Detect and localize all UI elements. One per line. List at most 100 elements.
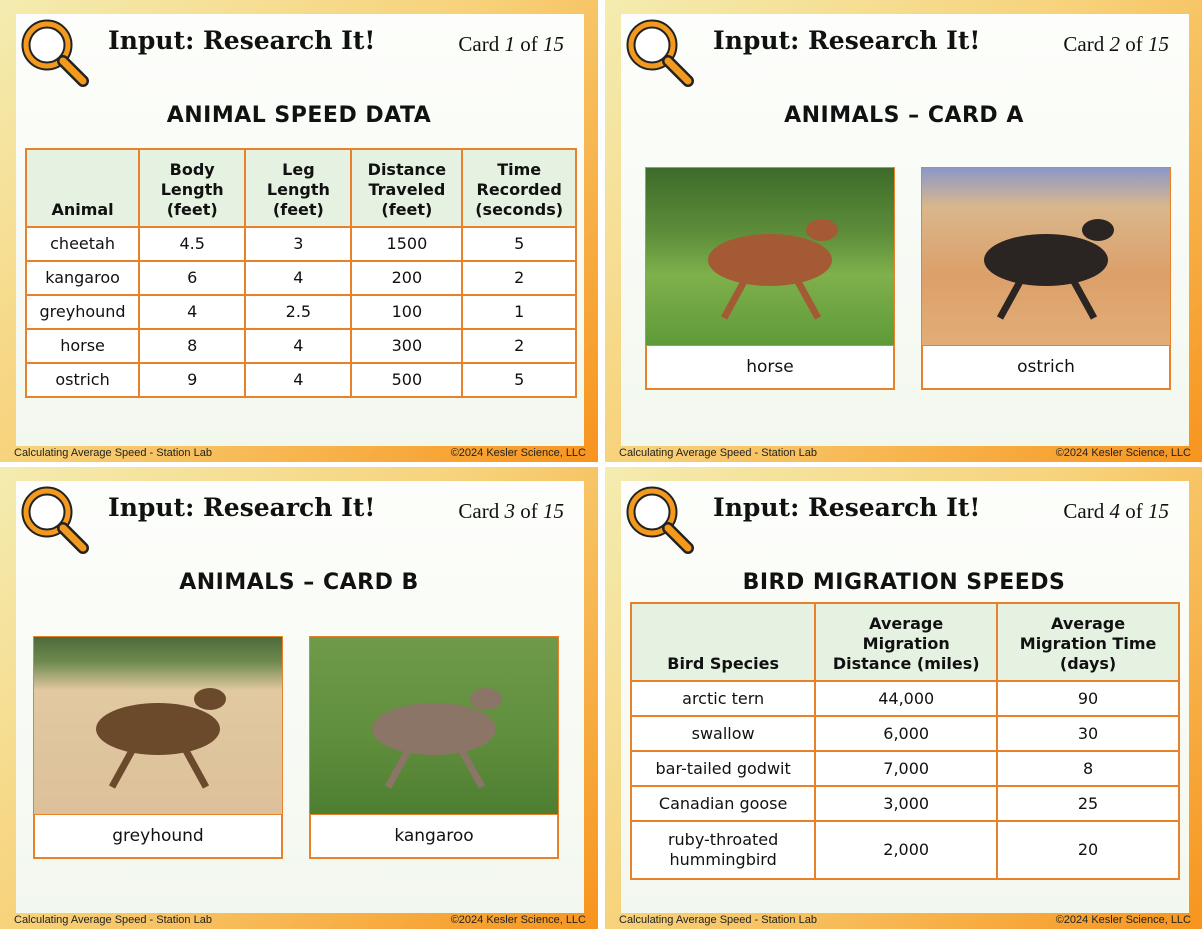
header-line: Traveled: [368, 180, 446, 199]
footer-right: ©2024 Kesler Science, LLC: [1055, 914, 1191, 926]
table-cell: 4: [138, 294, 247, 330]
card-number: Card 3 of 15: [458, 499, 564, 524]
table-cell: 1: [461, 294, 577, 330]
card-word: Card: [1063, 32, 1105, 56]
photo-caption: kangaroo: [309, 814, 559, 859]
card-heading: ANIMALS – CARD A: [784, 103, 1024, 128]
table-row: swallow 6,000 30: [629, 715, 1180, 752]
photo-caption: greyhound: [33, 814, 283, 859]
card: Input: Research It! Card 2 of 15 ANIMALS –…: [605, 0, 1202, 462]
header-line: Leg: [282, 160, 315, 179]
magnifier-icon: [625, 485, 695, 555]
magnifier-icon: [20, 485, 90, 555]
header-line: Length: [266, 180, 330, 199]
table-row: ruby-throated hummingbird 2,000 20: [629, 820, 1180, 880]
card-total: 15: [543, 499, 564, 523]
table-row: kangaroo 6 4 200 2: [24, 260, 577, 296]
header-line: Migration Time: [1019, 634, 1157, 653]
footer-left: Calculating Average Speed - Station Lab: [14, 447, 212, 459]
card-total: 15: [1148, 32, 1169, 56]
table-cell: 2.5: [244, 294, 353, 330]
column-header: Distance Traveled (feet): [350, 148, 464, 228]
table-cell: 2: [461, 260, 577, 296]
card-word: Card: [1063, 499, 1105, 523]
column-header: Time Recorded (seconds): [461, 148, 577, 228]
header-line: Average: [869, 614, 944, 633]
table-cell: bar-tailed godwit: [629, 750, 817, 787]
card-word: Card: [458, 499, 500, 523]
footer-left: Calculating Average Speed - Station Lab: [619, 447, 817, 459]
table-row: greyhound 4 2.5 100 1: [24, 294, 577, 330]
card-title: Input: Research It!: [713, 26, 981, 55]
card-heading: ANIMAL SPEED DATA: [166, 103, 432, 128]
header-line: Body: [169, 160, 215, 179]
photo: [309, 636, 559, 816]
header-line: Distance (miles): [832, 654, 980, 673]
column-header: Bird Species: [629, 602, 817, 682]
column-header: Average Migration Distance (miles): [814, 602, 999, 682]
of-word: of: [520, 32, 538, 56]
of-word: of: [1125, 499, 1143, 523]
table-cell: 8: [138, 328, 247, 364]
magnifier-icon: [625, 18, 695, 88]
table-cell: 7,000: [814, 750, 999, 787]
table-row: horse 8 4 300 2: [24, 328, 577, 364]
card-index: 3: [504, 499, 516, 523]
photo: [33, 636, 283, 816]
photo: [921, 167, 1171, 347]
table-cell: greyhound: [24, 294, 141, 330]
table-cell: swallow: [629, 715, 817, 752]
table-cell: 9: [138, 362, 247, 398]
card-title: Input: Research It!: [108, 493, 376, 522]
header-line: Animal: [51, 200, 114, 219]
header-line: Length: [160, 180, 224, 199]
header-line: Recorded: [476, 180, 562, 199]
table-cell: horse: [24, 328, 141, 364]
card-index: 2: [1109, 32, 1121, 56]
table-cell: 5: [461, 226, 577, 262]
card-total: 15: [1148, 499, 1169, 523]
table-cell: 5: [461, 362, 577, 398]
card-number: Card 1 of 15: [458, 32, 564, 57]
card-word: Card: [458, 32, 500, 56]
header-line: (days): [1059, 654, 1117, 673]
photo-caption: ostrich: [921, 345, 1171, 390]
card-title: Input: Research It!: [108, 26, 376, 55]
table-cell: 500: [350, 362, 464, 398]
header-line: Time: [497, 160, 542, 179]
data-table: Bird Species Average Migration Distance (mi…: [629, 602, 1180, 880]
card-number: Card 2 of 15: [1063, 32, 1169, 57]
table-cell: Canadian goose: [629, 785, 817, 822]
table-cell: kangaroo: [24, 260, 141, 296]
table-cell: 3,000: [814, 785, 999, 822]
column-header: Average Migration Time (days): [996, 602, 1180, 682]
card: Input: Research It! Card 3 of 15 ANIMALS –…: [0, 467, 598, 929]
column-header: Animal: [24, 148, 141, 228]
table-cell: 200: [350, 260, 464, 296]
table-cell: 100: [350, 294, 464, 330]
table-cell: ruby-throated hummingbird: [629, 820, 817, 880]
table-cell: cheetah: [24, 226, 141, 262]
of-word: of: [520, 499, 538, 523]
header-line: Distance: [367, 160, 447, 179]
table-row: cheetah 4.5 3 1500 5: [24, 226, 577, 262]
header-line: (feet): [272, 200, 324, 219]
card-number: Card 4 of 15: [1063, 499, 1169, 524]
photo: [645, 167, 895, 347]
header-line: (seconds): [475, 200, 564, 219]
photo-caption: horse: [645, 345, 895, 390]
footer-left: Calculating Average Speed - Station Lab: [14, 914, 212, 926]
table-cell: 20: [996, 820, 1180, 880]
table-row: bar-tailed godwit 7,000 8: [629, 750, 1180, 787]
table-cell: 44,000: [814, 680, 999, 717]
header-line: Average: [1051, 614, 1126, 633]
footer-right: ©2024 Kesler Science, LLC: [450, 914, 586, 926]
card-heading: BIRD MIGRATION SPEEDS: [742, 570, 1066, 595]
footer-left: Calculating Average Speed - Station Lab: [619, 914, 817, 926]
table-cell: 4: [244, 260, 353, 296]
column-header: Body Length (feet): [138, 148, 247, 228]
table-cell: 4.5: [138, 226, 247, 262]
table-cell: 4: [244, 328, 353, 364]
card-title: Input: Research It!: [713, 493, 981, 522]
